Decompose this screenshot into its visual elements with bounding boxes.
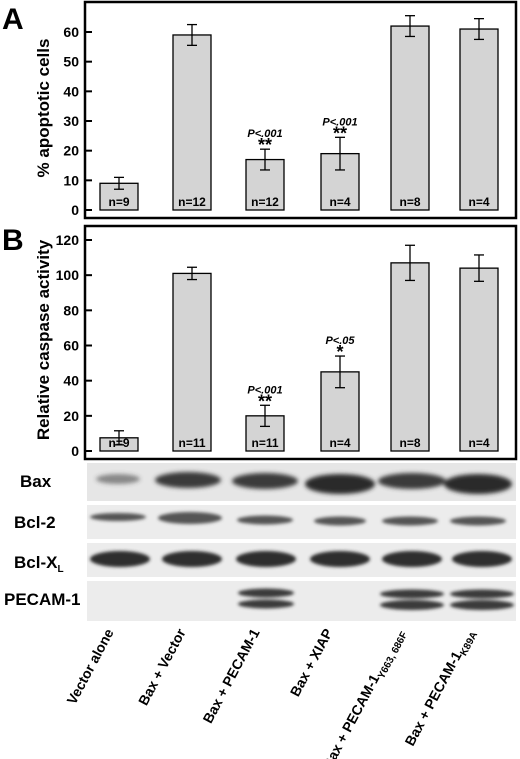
x-category-label: Bax + PECAM-1Y663, 686F	[319, 626, 410, 759]
panel-b-frame	[83, 224, 518, 461]
panel-b-bars: n=9 n=11 n=11 n=4 n=8 n=4 **P<.001 *P<.05	[99, 244, 499, 452]
panel-a-error-bar	[405, 15, 415, 38]
panel-b-n-label: n=11	[251, 436, 278, 450]
panel-a-y-axis: 0 10 20 30 40 50 60	[63, 24, 92, 218]
panel-b-ylabel: Relative caspase activity	[34, 239, 53, 440]
panel-a-bar	[320, 152, 360, 211]
panel-b-error-bar	[335, 355, 345, 389]
panel-a-error-bar	[335, 136, 345, 171]
panel-b-ytick-label: 80	[63, 302, 79, 318]
blot-label-bcl2: Bcl-2	[14, 513, 56, 532]
panel-a-error-bar	[187, 23, 197, 46]
blot-strip-pecam	[87, 581, 516, 621]
blot-strip-bcl2	[87, 505, 516, 539]
panel-a-n-label: n=8	[399, 195, 420, 209]
blot-strip-bclxl	[87, 543, 516, 577]
panel-b-ytick-label: 40	[63, 373, 79, 389]
blot-label-bax: Bax	[20, 472, 52, 491]
x-category-labels: Vector alone Bax + Vector Bax + PECAM-1 Bax…	[63, 625, 480, 759]
panel-b-error-bar	[405, 244, 415, 282]
blot-label-bclxl: Bcl-XL	[14, 553, 64, 575]
panel-a-n-label: n=12	[251, 195, 279, 209]
panel-a-bar	[459, 28, 499, 211]
panel-b-ytick-label: 60	[63, 338, 79, 354]
panel-b-error-bar	[474, 254, 484, 282]
panel-b-ytick-label: 0	[71, 443, 79, 459]
panel-a-bar	[172, 34, 212, 211]
x-category-label: Bax + PECAM-1	[199, 626, 262, 726]
panel-a-ytick-label: 10	[63, 172, 79, 188]
panel-a-error-bar	[114, 176, 124, 190]
panel-a-error-bar	[474, 17, 484, 41]
blot-label-bclx-main: Bcl-X	[14, 553, 58, 572]
panel-a-ytick-label: 50	[63, 54, 79, 70]
panel-b-bar	[172, 272, 212, 452]
panel-b-significance-stars: *	[336, 342, 343, 362]
western-blots	[87, 463, 516, 621]
panel-b-p-value: P<.001	[247, 384, 282, 396]
panel-b-bar	[390, 262, 430, 452]
panel-b-n-label: n=8	[399, 436, 420, 450]
x-category-label: Bax + XIAP	[287, 626, 336, 699]
panel-letter-a: A	[2, 3, 24, 36]
panel-a-n-label: n=9	[108, 195, 129, 209]
panel-a-chart: % apoptotic cells 0 10 20 30 40 50 60 n=9 n=12 n…	[34, 0, 518, 220]
panel-b-p-value: P<.05	[325, 335, 355, 347]
panel-b-chart: Relative caspase activity 0 20 40 60 80 100 12…	[34, 224, 518, 461]
panel-b-ytick-label: 120	[56, 232, 80, 248]
panel-b-ytick-label: 100	[56, 267, 80, 283]
panel-a-significance-stars: **	[333, 123, 347, 143]
panel-a-ylabel: % apoptotic cells	[34, 39, 53, 178]
panel-a-n-label: n=4	[468, 195, 489, 209]
x-category-label: Bax + PECAM-1K89A	[401, 626, 480, 750]
panel-b-n-label: n=4	[329, 436, 350, 450]
panel-b-n-label: n=4	[468, 436, 489, 450]
panel-a-n-label: n=4	[329, 195, 350, 209]
panel-a-ytick-label: 0	[71, 202, 79, 218]
panel-b-ytick-label: 20	[63, 408, 79, 424]
panel-a-bar	[245, 158, 285, 211]
panel-b-error-bar	[187, 266, 197, 281]
x-category-label: Bax + Vector	[135, 625, 189, 708]
panel-a-ytick-label: 60	[63, 24, 79, 40]
panel-b-n-label: n=11	[178, 436, 205, 450]
panel-a-error-bar	[260, 148, 270, 171]
panel-a-p-value: P<.001	[247, 128, 282, 140]
blot-label-bclx-sub: L	[57, 564, 63, 575]
panel-b-significance-stars: **	[258, 391, 272, 411]
blot-label-pecam: PECAM-1	[4, 590, 81, 609]
panel-a-bar	[390, 25, 430, 211]
panel-a-ytick-label: 20	[63, 143, 79, 159]
panel-a-n-label: n=12	[178, 195, 206, 209]
panel-b-n-label: n=9	[108, 436, 129, 450]
panel-b-bar	[459, 267, 499, 452]
blot-strip-bax	[87, 463, 516, 501]
panel-a-frame	[83, 0, 518, 220]
x-category-label: Vector alone	[63, 626, 116, 707]
panel-b-y-axis: 0 20 40 60 80 100 120	[56, 232, 92, 459]
panel-b-error-bar	[114, 430, 124, 446]
panel-a-ytick-label: 40	[63, 83, 79, 99]
panel-a-ytick-label: 30	[63, 113, 79, 129]
panel-letter-b: B	[2, 224, 24, 257]
panel-a-bars: n=9 n=12 n=12 n=4 n=8 n=4**P<.001 **P<.001	[99, 15, 499, 211]
panel-a-significance-stars: **	[258, 135, 272, 155]
panel-b-error-bar	[260, 404, 270, 428]
panel-a-p-value: P<.001	[322, 116, 357, 128]
